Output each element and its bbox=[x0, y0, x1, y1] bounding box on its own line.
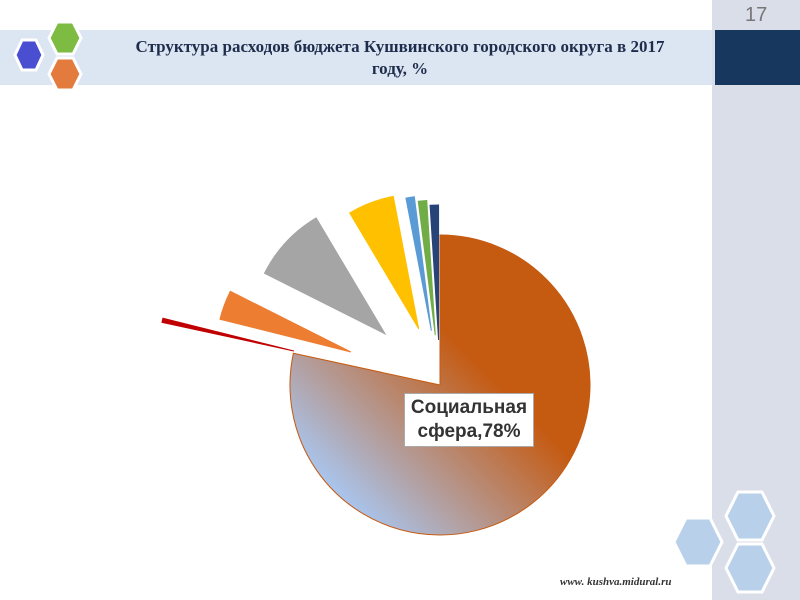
data-label: Социальная сфера,78% bbox=[404, 393, 534, 447]
pie-slice bbox=[417, 199, 436, 336]
chart-title: Структура расходов бюджета Кушвинского г… bbox=[135, 37, 665, 78]
pie-slice bbox=[161, 317, 295, 352]
decor-hexagons bbox=[672, 490, 776, 594]
logo bbox=[13, 20, 83, 92]
pie-slice bbox=[263, 217, 387, 336]
header-band bbox=[0, 30, 712, 85]
pie-slice bbox=[219, 290, 352, 353]
pie-slice bbox=[429, 204, 440, 341]
pie-slice bbox=[289, 234, 591, 536]
footer-url: www. kushva.midural.ru bbox=[560, 576, 672, 588]
pie-slice bbox=[405, 196, 432, 331]
header-block bbox=[715, 30, 800, 85]
pie-slice bbox=[348, 195, 420, 330]
page-number: 17 bbox=[745, 4, 768, 26]
